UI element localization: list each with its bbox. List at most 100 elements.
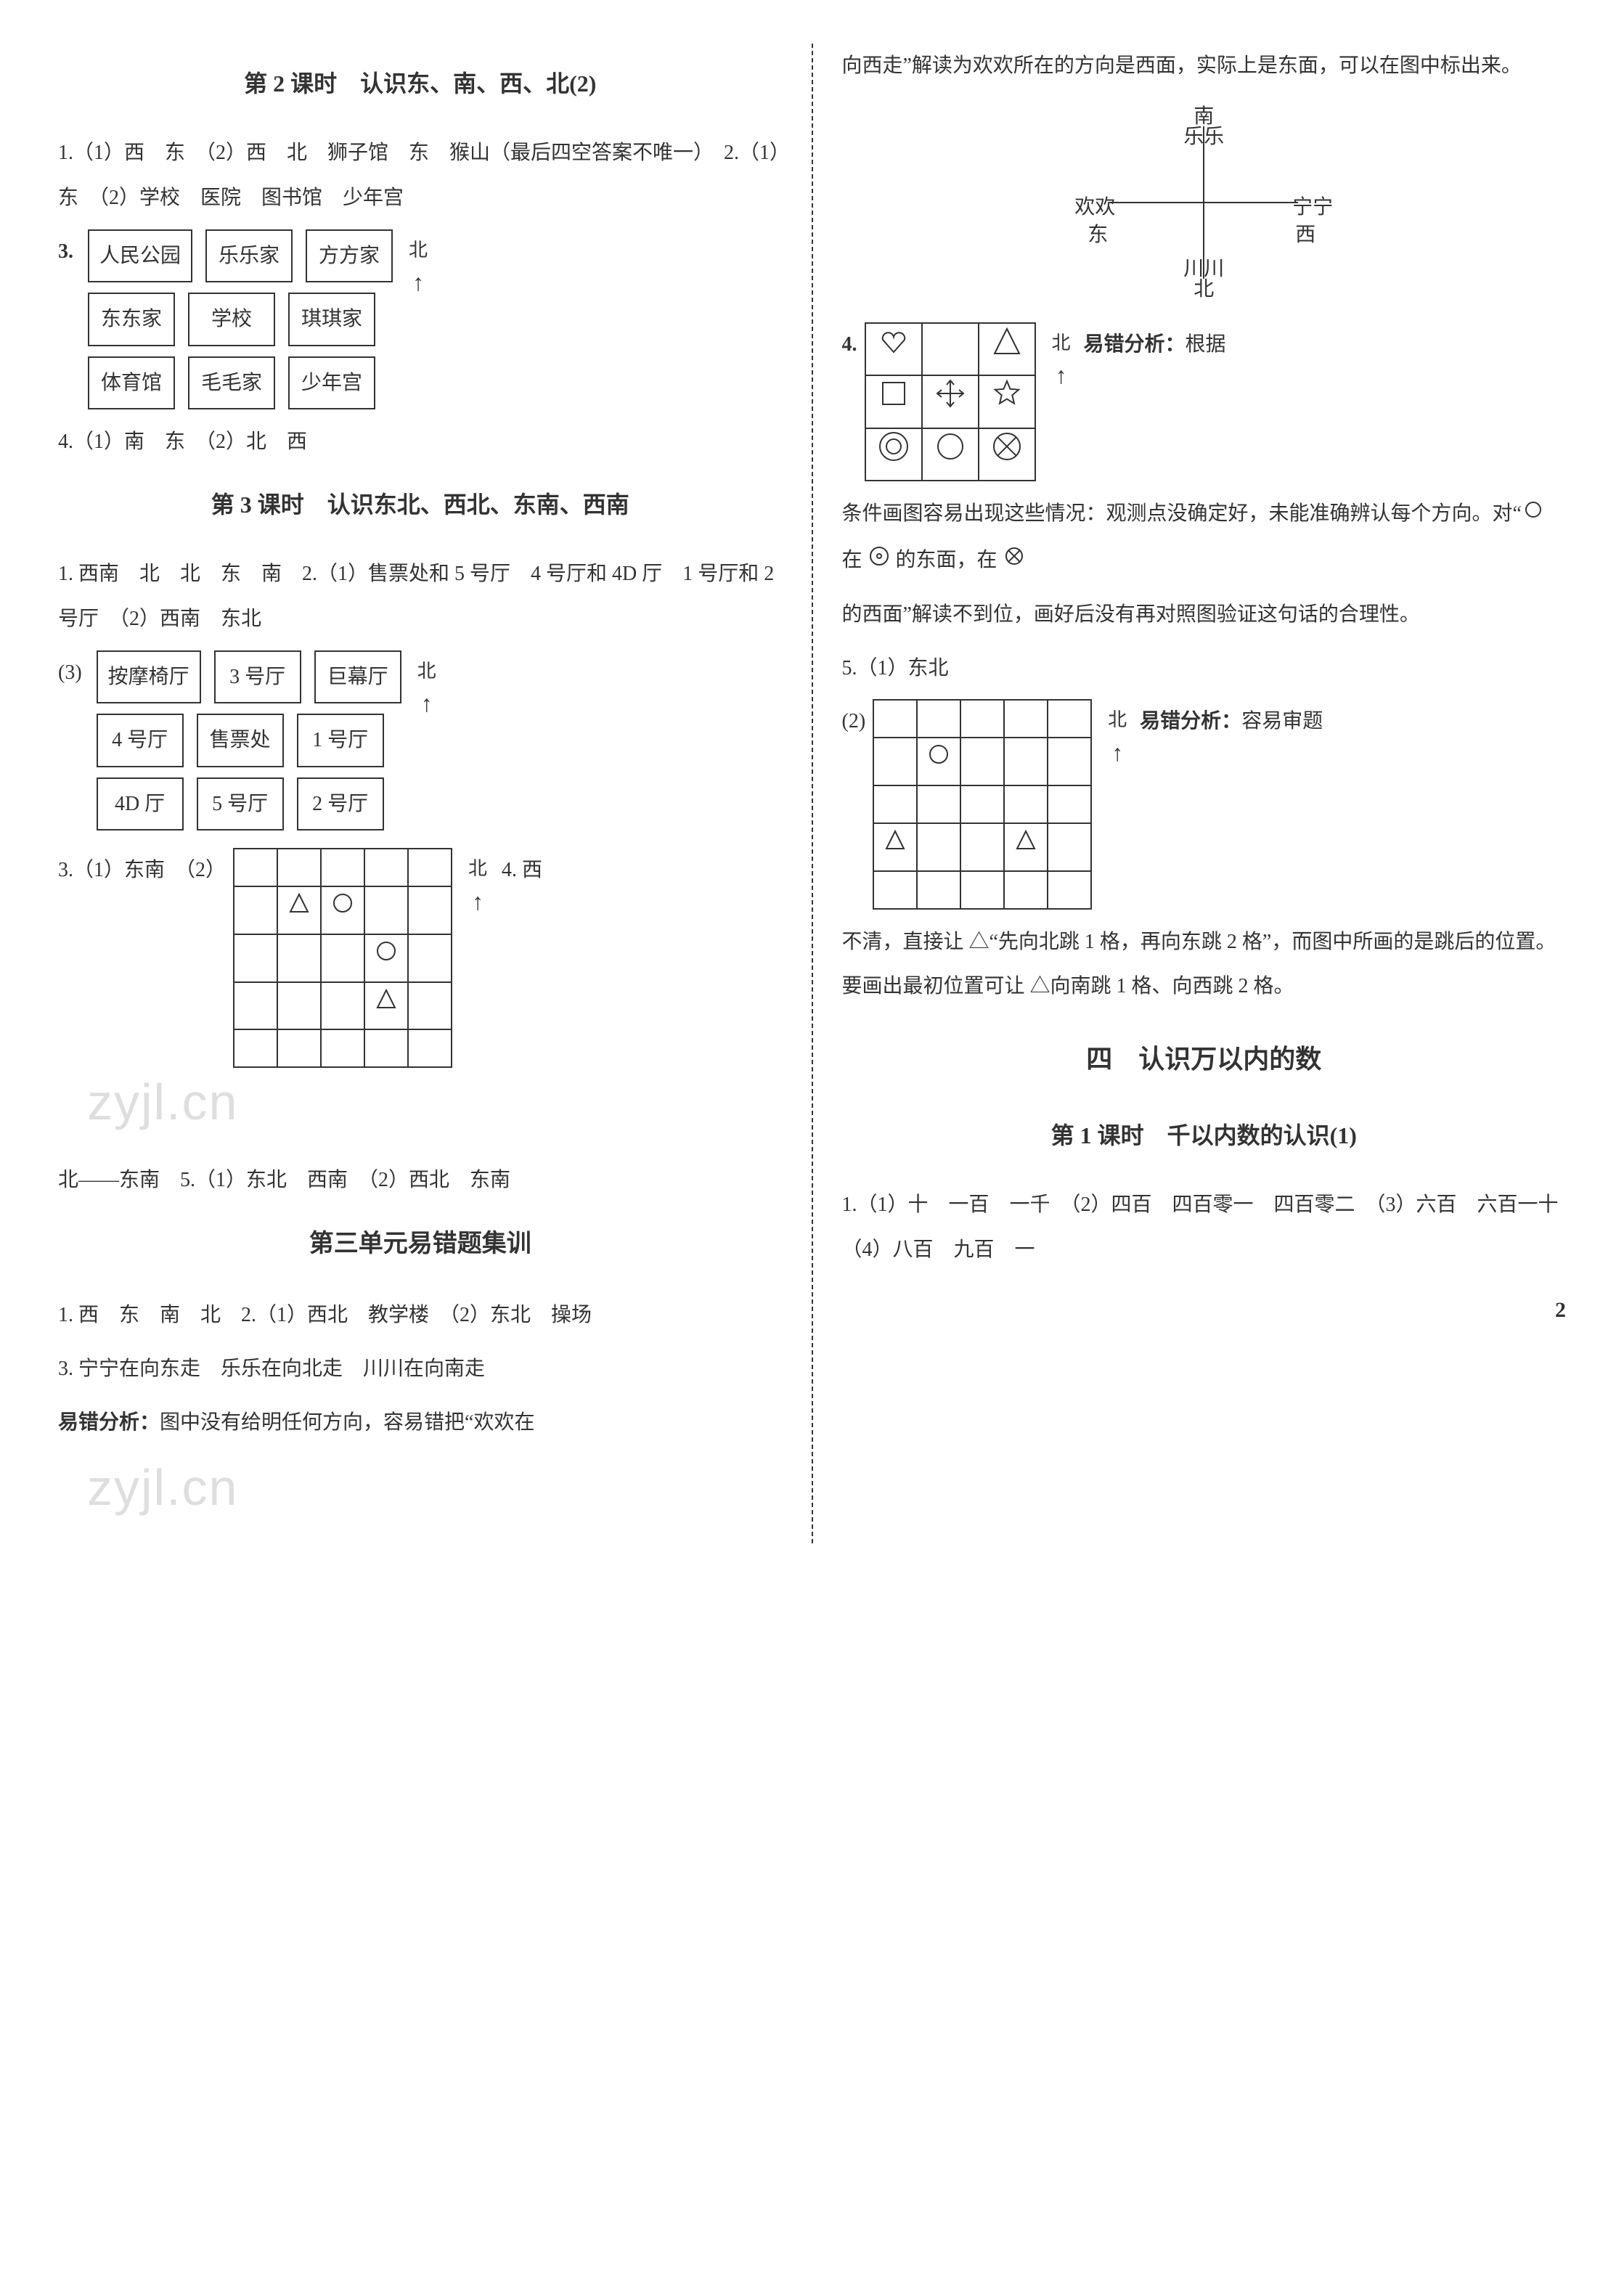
lesson3-q3b-row: 3.（1）东南 （2） 北 ↑ 4. 西 bbox=[58, 848, 783, 1068]
grid-cell bbox=[234, 982, 277, 1030]
lesson3-q3-row: (3) 按摩椅厅3 号厅巨幕厅4 号厅售票处1 号厅4D 厅5 号厅2 号厅 北… bbox=[58, 650, 783, 841]
q3-label: 3. bbox=[58, 229, 73, 274]
lesson2-answers-1-2: 1.（1）西 东 （2）西 北 狮子馆 东 猴山（最后四空答案不唯一） 2.（1… bbox=[58, 131, 783, 220]
para4-a: 条件画图容易出现这些情况：观测点没确定好，未能准确辨认每个方向。对“ bbox=[842, 502, 1522, 525]
q4-after-label: 4. 西 bbox=[502, 848, 542, 893]
grid-cell bbox=[979, 375, 1035, 428]
left-column: 第 2 课时 认识东、南、西、北(2) 1.（1）西 东 （2）西 北 狮子馆 … bbox=[58, 44, 783, 1543]
grid-cell bbox=[1048, 738, 1091, 785]
grid-cell bbox=[1048, 871, 1091, 909]
watermark-1: zyjl.cn bbox=[87, 1046, 783, 1158]
arrow-up-icon: ↑ bbox=[472, 890, 483, 913]
grid-cell bbox=[321, 886, 364, 934]
lesson3-answer-5: 北——东南 5.（1）东北 西南 （2）西北 东南 bbox=[58, 1158, 783, 1203]
grid-cell bbox=[917, 785, 960, 823]
grid-cell bbox=[408, 934, 452, 982]
unit4-lesson1-ans: 1.（1）十 一百 一千 （2）四百 四百零一 四百零二 （3）六百 六百一十 … bbox=[842, 1183, 1567, 1272]
grid-cell bbox=[364, 849, 408, 886]
place-cell: 4D 厅 bbox=[97, 777, 184, 831]
grid-cell bbox=[1004, 738, 1048, 785]
grid-cell bbox=[1048, 700, 1091, 738]
grid-cell bbox=[408, 849, 452, 886]
north-label: 北 bbox=[409, 229, 428, 271]
place-cell: 按摩椅厅 bbox=[97, 650, 201, 704]
place-cell: 少年宫 bbox=[288, 356, 375, 410]
grid-cell bbox=[277, 982, 321, 1030]
inline-double-circle-icon bbox=[868, 550, 891, 573]
grid-cell bbox=[234, 934, 277, 982]
q4-row: 4. 北 ↑ 易错分析：根据 bbox=[842, 322, 1567, 482]
q5-2-label: (2) bbox=[842, 699, 866, 744]
para4-m1: 在 bbox=[842, 549, 868, 571]
compass-left2: 东 bbox=[1088, 213, 1108, 258]
err-after-5: 容易审题 bbox=[1241, 710, 1323, 732]
compass-top2: 乐乐 bbox=[1183, 115, 1224, 160]
grid-cell bbox=[865, 375, 922, 428]
north-label: 北 bbox=[1108, 699, 1127, 740]
grid-cell bbox=[873, 700, 917, 738]
page: 第 2 课时 认识东、南、西、北(2) 1.（1）西 东 （2）西 北 狮子馆 … bbox=[58, 44, 1566, 1543]
grid-cell bbox=[873, 785, 917, 823]
grid-cell bbox=[321, 849, 364, 886]
grid-cell bbox=[277, 886, 321, 934]
grid-cell bbox=[960, 785, 1004, 823]
arrow-up-icon: ↑ bbox=[421, 692, 433, 715]
err-label-4: 易错分析： bbox=[1084, 333, 1186, 356]
q5-err-wrap: 易错分析：容易审题 bbox=[1140, 699, 1323, 744]
grid-cell bbox=[917, 738, 960, 785]
north-indicator-2: 北 ↑ bbox=[417, 650, 436, 715]
symbol-grid-q4 bbox=[865, 322, 1036, 482]
para4-end: 的西面”解读不到位，画好后没有再对照图验证这句话的合理性。 bbox=[842, 592, 1567, 637]
north-indicator-4: 北 ↑ bbox=[1052, 322, 1071, 387]
grid-cell bbox=[865, 428, 922, 481]
grid-cell bbox=[873, 823, 917, 871]
page-number: 2 bbox=[842, 1286, 1567, 1334]
place-cell: 售票处 bbox=[197, 714, 284, 767]
compass-right2: 西 bbox=[1295, 213, 1315, 258]
symbol-grid-lesson3 bbox=[233, 848, 452, 1068]
grid-cell bbox=[865, 323, 922, 376]
north-label: 北 bbox=[1052, 322, 1071, 364]
unit-errors-title: 第三单元易错题集训 bbox=[58, 1217, 783, 1272]
grid-cell bbox=[408, 982, 452, 1030]
lesson3-title: 第 3 课时 认识东北、西北、东南、西南 bbox=[58, 479, 783, 530]
grid-cell bbox=[960, 871, 1004, 909]
north-indicator-3: 北 ↑ bbox=[468, 848, 487, 913]
place-cell: 东东家 bbox=[88, 293, 175, 346]
err-after-4: 根据 bbox=[1186, 333, 1226, 356]
grid-cell bbox=[1004, 785, 1048, 823]
column-divider bbox=[812, 44, 813, 1543]
grid-cell bbox=[922, 323, 979, 376]
arrow-up-icon: ↑ bbox=[1056, 364, 1067, 387]
watermark-2: zyjl.cn bbox=[87, 1432, 783, 1543]
grid-cell bbox=[1048, 785, 1091, 823]
para4: 条件画图容易出现这些情况：观测点没确定好，未能准确辨认每个方向。对“ 在 的东面… bbox=[842, 491, 1567, 584]
q4-label: 4. bbox=[842, 322, 857, 367]
error-text: 图中没有给明任何方向，容易错把“欢欢在 bbox=[160, 1411, 534, 1434]
place-grid-lesson2: 人民公园乐乐家方方家东东家学校琪琪家体育馆毛毛家少年宫 bbox=[88, 229, 393, 420]
unit4-lesson1-title: 第 1 课时 千以内数的认识(1) bbox=[842, 1110, 1567, 1161]
q5-2-row: (2) 北 ↑ 易错分析：容易审题 bbox=[842, 699, 1567, 909]
q4-err-wrap: 易错分析：根据 bbox=[1084, 322, 1226, 367]
grid-cell bbox=[364, 886, 408, 934]
north-label: 北 bbox=[468, 848, 487, 889]
cont-paragraph: 向西走”解读为欢欢所在的方向是西面，实际上是东面，可以在图中标出来。 bbox=[842, 44, 1567, 89]
grid-cell bbox=[321, 982, 364, 1030]
grid-cell bbox=[1004, 823, 1048, 871]
grid-cell bbox=[917, 823, 960, 871]
error-label: 易错分析： bbox=[58, 1411, 160, 1434]
arrow-up-icon: ↑ bbox=[1111, 741, 1123, 764]
grid-cell bbox=[408, 886, 452, 934]
symbol-grid-q5 bbox=[873, 699, 1092, 909]
place-cell: 毛毛家 bbox=[188, 356, 275, 410]
compass-hline bbox=[1109, 202, 1298, 203]
north-label: 北 bbox=[417, 650, 436, 692]
grid-cell bbox=[960, 823, 1004, 871]
north-indicator-1: 北 ↑ bbox=[409, 229, 428, 294]
err-label-5: 易错分析： bbox=[1140, 710, 1241, 732]
grid-cell bbox=[979, 428, 1035, 481]
grid-cell bbox=[234, 886, 277, 934]
grid-cell bbox=[873, 738, 917, 785]
para4-m2: 的东面，在 bbox=[891, 549, 1003, 571]
lesson2-q3-row: 3. 人民公园乐乐家方方家东东家学校琪琪家体育馆毛毛家少年宫 北 ↑ bbox=[58, 229, 783, 420]
